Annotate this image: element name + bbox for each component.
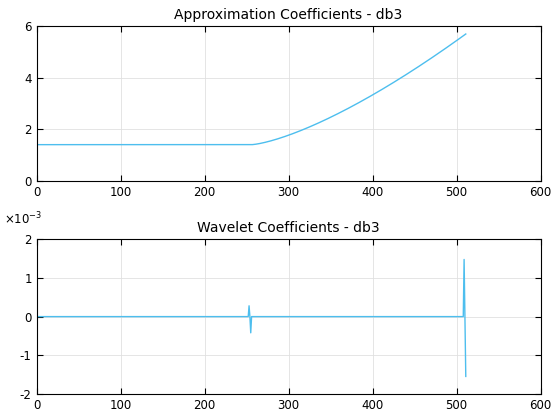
Text: $\times10^{-3}$: $\times10^{-3}$ xyxy=(4,210,42,227)
Title: Wavelet Coefficients - db3: Wavelet Coefficients - db3 xyxy=(197,221,380,236)
Title: Approximation Coefficients - db3: Approximation Coefficients - db3 xyxy=(174,8,403,22)
